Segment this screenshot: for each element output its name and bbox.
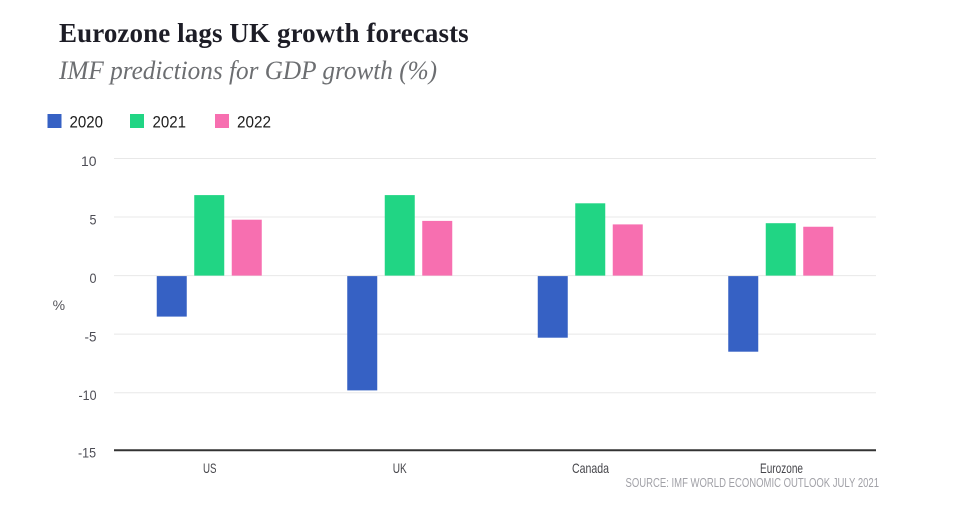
svg-text:0: 0 [90, 270, 97, 286]
svg-text:UK: UK [393, 460, 407, 476]
svg-text:Eurozone: Eurozone [760, 460, 803, 476]
svg-text:2020: 2020 [70, 112, 104, 131]
svg-text:US: US [203, 460, 217, 476]
svg-text:10: 10 [81, 153, 97, 169]
svg-text:5: 5 [90, 212, 97, 228]
svg-text:SOURCE: IMF WORLD ECONOMIC OUT: SOURCE: IMF WORLD ECONOMIC OUTLOOK JULY … [626, 475, 880, 490]
svg-text:-15: -15 [78, 445, 96, 461]
svg-text:Canada: Canada [572, 460, 609, 476]
svg-text:2022: 2022 [237, 112, 271, 131]
svg-text:%: % [53, 297, 65, 313]
svg-text:-10: -10 [79, 387, 97, 403]
svg-text:2021: 2021 [153, 112, 187, 131]
svg-text:-5: -5 [85, 329, 97, 345]
